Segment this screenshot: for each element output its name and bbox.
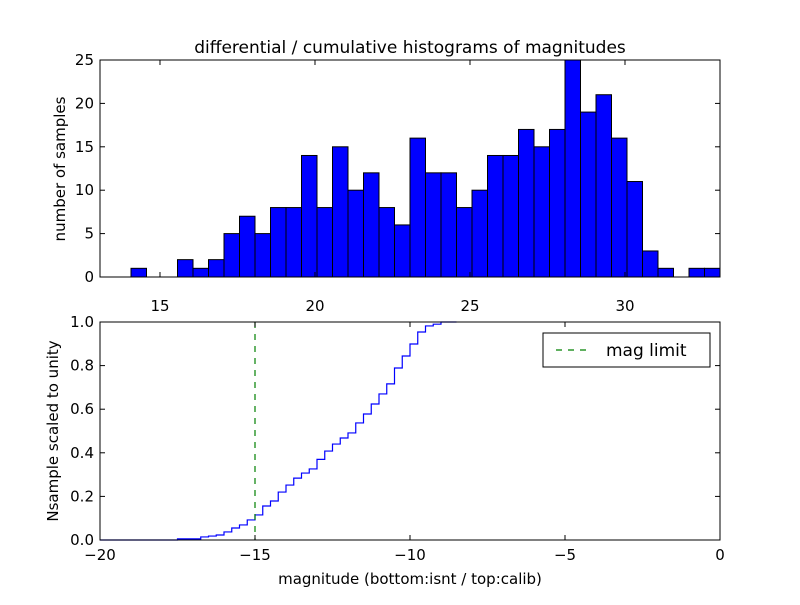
histogram-bar [471,189,488,278]
histogram-bar [657,267,674,278]
histogram-bar [580,111,597,278]
histogram-bar [378,207,395,278]
histogram-bar [208,259,225,278]
top-histogram-axes: 15 20 25 30 0 5 10 15 20 25 [75,51,721,315]
histogram-bar [285,207,302,278]
y-tick-label: 0.4 [70,444,94,462]
y-tick-label: 0.0 [70,531,94,549]
x-tick-label: 30 [615,297,634,315]
y-tick-label: 0.8 [70,357,94,375]
histogram-bar [347,189,364,278]
x-tick-label: 20 [305,297,324,315]
histogram-bar [487,154,504,278]
histogram-bar [533,146,550,278]
x-tick-label: 25 [460,297,479,315]
bottom-x-axis-label: magnitude (bottom:isnt / top:calib) [278,570,542,588]
histogram-bar [611,137,628,278]
histogram-bar [440,172,457,278]
y-tick-label: 1.0 [70,313,94,331]
histogram-bar [518,128,535,278]
histogram-bar [177,259,194,278]
legend: mag limit [542,332,711,368]
histogram-bar [223,233,240,278]
histogram-bar [301,154,318,278]
bottom-cumulative-axes: −20 −15 −10 −5 0 0.0 0.2 0.4 0.6 0.8 1.0 [70,313,725,564]
histogram-bar [363,172,380,278]
histogram-bar [502,154,519,278]
x-tick-label: −15 [239,546,271,564]
histogram-bar [688,267,705,278]
histogram-bar [642,250,659,278]
top-y-axis-label: number of samples [51,96,69,241]
plot-frame [99,59,721,278]
histogram-bar [409,137,426,278]
histogram-bar [425,172,442,278]
histogram-bar [595,94,612,278]
cumulative-step-line [100,321,457,541]
x-tick-label: −10 [394,546,426,564]
y-tick-label: 10 [75,181,94,199]
y-tick-label: 25 [75,51,94,69]
legend-label: mag limit [606,341,687,361]
histogram-bar [549,128,566,278]
x-tick-label: −5 [554,546,576,564]
histogram-bar [316,207,333,278]
histogram-bar [192,267,209,278]
y-tick-label: 0 [84,268,94,286]
histogram-bar [704,267,721,278]
histogram-bar [564,59,581,278]
y-tick-label: 5 [84,225,94,243]
histogram-bar [254,233,271,278]
bottom-y-axis-label: Nsample scaled to unity [44,340,62,521]
x-tick-label: 15 [150,297,169,315]
y-tick-label: 15 [75,138,94,156]
y-tick-label: 20 [75,94,94,112]
histogram-bar [239,215,256,278]
histogram-bar [270,207,287,278]
y-tick-label: 0.6 [70,400,94,418]
histogram-bar [332,146,349,278]
x-tick-label: 0 [715,546,725,564]
histogram-bar [394,224,411,278]
histogram-bar [626,181,643,278]
y-tick-label: 0.2 [70,487,94,505]
histogram-bar [130,267,147,278]
x-tick-label: −20 [84,546,116,564]
chart-title: differential / cumulative histograms of … [194,38,626,58]
histogram-bar [456,207,473,278]
